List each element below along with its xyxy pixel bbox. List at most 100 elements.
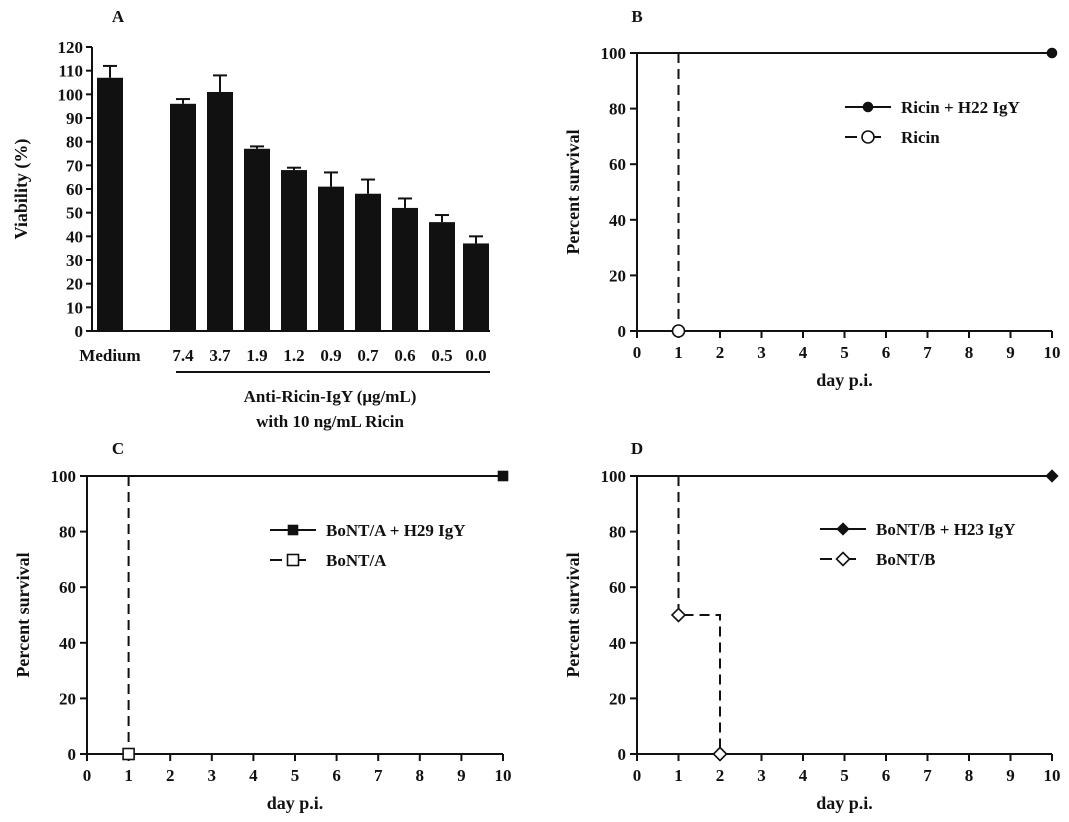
panel-label: D [631,439,643,458]
category-label: Medium [79,346,140,365]
bar [463,243,489,331]
legend-label: Ricin [901,128,940,147]
legend-marker [862,101,874,113]
panel-label: B [631,7,642,26]
data-point [712,746,728,762]
y-tick-label: 80 [609,100,626,119]
x-tick-label: 4 [249,766,258,785]
x-axis-label: day p.i. [267,793,324,813]
bar [170,103,196,331]
x-tick-label: 1 [124,766,133,785]
data-point [671,324,686,338]
y-tick-label: 0 [75,322,84,341]
category-label: 0.7 [357,346,379,365]
y-tick-label: 100 [601,467,627,486]
bar [97,77,123,332]
legend-label: BoNT/B [876,550,936,569]
x-tick-label: 0 [83,766,92,785]
x-tick-label: 9 [1006,343,1015,362]
x-tick-label: 8 [965,766,974,785]
x-tick-label: 5 [291,766,300,785]
category-label: 3.7 [209,346,231,365]
data-point [1046,47,1058,59]
legend-marker [835,551,851,567]
x-tick-label: 8 [416,766,425,785]
x-tick-label: 0 [633,766,642,785]
x-tick-label: 3 [757,766,766,785]
x-axis-label: day p.i. [816,793,873,813]
data-point [670,607,687,623]
x-tick-label: 4 [799,766,808,785]
y-tick-label: 20 [59,689,76,708]
legend-marker [836,522,850,536]
y-tick-label: 20 [66,275,83,294]
y-tick-label: 100 [58,85,84,104]
bar [392,207,418,331]
y-tick-label: 100 [51,467,77,486]
data-point [122,747,135,761]
y-axis-label: Viability (%) [11,139,32,240]
x-tick-label: 7 [923,766,932,785]
legend-marker [286,553,300,567]
legend-label: Ricin + H22 IgY [901,98,1020,117]
data-point [1045,469,1059,483]
legend-marker [861,130,875,144]
bar [244,148,270,331]
y-tick-label: 60 [59,578,76,597]
legend-marker [287,524,299,536]
x-tick-label: 6 [332,766,341,785]
bar [429,222,455,331]
x-tick-label: 5 [840,766,849,785]
x-tick-label: 7 [374,766,383,785]
panel-label: C [112,439,124,458]
x-tick-label: 5 [840,343,849,362]
bar [355,193,381,331]
legend-label: BoNT/A [326,551,387,570]
x-tick-label: 10 [495,766,512,785]
x-tick-label: 3 [757,343,766,362]
x-tick-label: 7 [923,343,932,362]
y-tick-label: 110 [58,62,83,81]
y-tick-label: 40 [59,634,76,653]
category-label: 0.6 [394,346,415,365]
y-tick-label: 50 [66,204,83,223]
y-tick-label: 90 [66,109,83,128]
x-tick-label: 9 [457,766,466,785]
bar [207,91,233,331]
y-tick-label: 80 [609,523,626,542]
panel-label: A [112,7,125,26]
x-tick-label: 6 [882,343,891,362]
y-axis-label: Percent survival [563,129,583,254]
y-tick-label: 40 [609,211,626,230]
x-tick-label: 3 [208,766,217,785]
x-tick-label: 9 [1006,766,1015,785]
dashed-series-line [677,476,721,754]
x-tick-label: 2 [166,766,175,785]
y-tick-label: 120 [58,38,84,57]
y-tick-label: 80 [66,133,83,152]
y-tick-label: 100 [601,44,627,63]
x-tick-label: 10 [1044,343,1061,362]
y-axis-label: Percent survival [13,552,33,677]
category-label: 1.9 [246,346,267,365]
x-tick-label: 2 [716,766,725,785]
data-point [497,470,509,482]
x-tick-label: 10 [1044,766,1061,785]
y-tick-label: 0 [618,322,627,341]
y-tick-label: 60 [66,180,83,199]
x-tick-label: 1 [674,343,683,362]
y-tick-label: 60 [609,578,626,597]
y-tick-label: 80 [59,523,76,542]
y-tick-label: 40 [66,227,83,246]
y-tick-label: 20 [609,689,626,708]
x-tick-label: 1 [674,766,683,785]
category-label: 0.0 [465,346,486,365]
x-tick-label: 6 [882,766,891,785]
y-tick-label: 20 [609,266,626,285]
y-tick-label: 60 [609,155,626,174]
x-axis-label-line2: with 10 ng/mL Ricin [256,412,404,431]
x-tick-label: 0 [633,343,642,362]
category-label: 0.9 [320,346,341,365]
x-tick-label: 2 [716,343,725,362]
x-axis-label: Anti-Ricin-IgY (μg/mL) [244,387,417,406]
